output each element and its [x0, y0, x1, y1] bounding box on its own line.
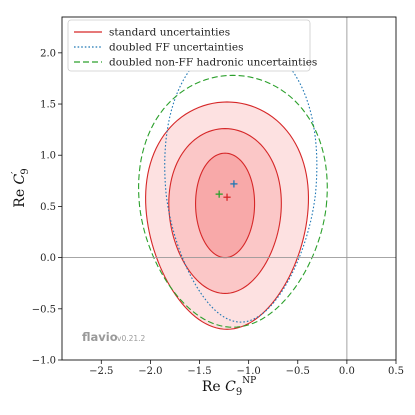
contour-series-2-0: [138, 74, 328, 328]
x-tick-label: −2.5: [89, 366, 113, 377]
y-tick-label: 1.0: [40, 151, 56, 162]
y-axis-ticks: −1.0 −0.5 0.0 0.5 1.0 1.5 2.0: [32, 48, 62, 367]
y-tick-label: 1.5: [40, 100, 56, 111]
best-fit-marker-2: [215, 190, 223, 198]
best-fit-marker-0: [223, 193, 231, 201]
legend-label-doubled-ff: doubled FF uncertainties: [109, 42, 244, 54]
y-tick-label: 2.0: [40, 48, 56, 59]
y-tick-label: −1.0: [32, 356, 56, 367]
y-axis-title: Re C′9: [11, 168, 31, 207]
contour-series-0-1: [168, 128, 282, 295]
legend-box: [67, 19, 311, 72]
y-tick-label: 0.0: [40, 253, 56, 264]
y-tick-label: 0.5: [40, 202, 56, 213]
x-tick-label: 0.5: [388, 366, 404, 377]
best-fit-markers: [215, 180, 238, 201]
legend: standard uncertainties doubled FF uncert…: [67, 19, 317, 72]
x-axis-ticks: −2.5 −2.0 −1.5 −1.0 −0.5 0.0 0.5: [89, 360, 404, 377]
x-tick-label: −2.0: [138, 366, 162, 377]
reference-lines: [62, 17, 396, 360]
watermark: flavio v0.21.2: [82, 330, 146, 344]
x-tick-label: −0.5: [286, 366, 310, 377]
contour-series-0-0: [195, 152, 256, 259]
x-tick-label: −1.5: [187, 366, 211, 377]
plot-frame: [61, 16, 397, 361]
legend-label-doubled-non-ff: doubled non-FF hadronic uncertainties: [109, 57, 317, 69]
x-axis-title: Re C9NP: [202, 376, 256, 398]
x-tick-label: −1.0: [236, 366, 260, 377]
watermark-version: v0.21.2: [117, 334, 146, 343]
x-tick-label: 0.0: [339, 366, 355, 377]
standard-fill-1sigma: [195, 153, 255, 258]
contour-series-0-2: [145, 101, 310, 330]
watermark-name: flavio: [82, 330, 118, 344]
best-fit-marker-1: [230, 180, 238, 188]
y-tick-label: −0.5: [32, 304, 56, 315]
legend-label-standard: standard uncertainties: [109, 27, 230, 39]
